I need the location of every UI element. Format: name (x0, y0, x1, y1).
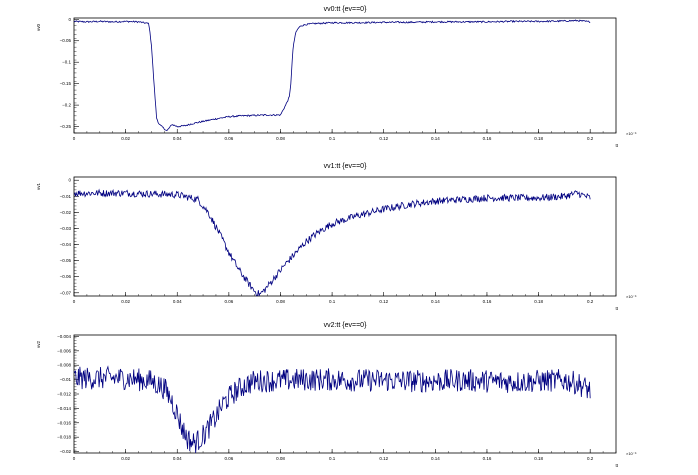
x-tick-label: 0.02 (121, 456, 130, 461)
x-tick-label: 0.12 (379, 299, 388, 304)
x-tick-label: 0.06 (224, 136, 233, 141)
x-tick-label: 0 (73, 299, 76, 304)
x-tick-label: 0.12 (379, 456, 388, 461)
y-tick-label: −0.004 (57, 334, 71, 339)
x-tick-label: 0.06 (224, 299, 233, 304)
x-exponent-label: ×10⁻⁶ (626, 131, 637, 136)
x-tick-label: 0.08 (276, 456, 285, 461)
x-tick-label: 0.2 (587, 456, 594, 461)
series-line-0 (73, 19, 591, 132)
y-tick-label: −0.02 (60, 449, 72, 454)
y-tick-label: −0.016 (57, 420, 71, 425)
x-tick-label: 0 (73, 456, 76, 461)
y-axis-label: vv0 (36, 24, 41, 32)
x-tick-label: 0.18 (534, 136, 543, 141)
plot-frame (73, 17, 617, 134)
plot-frame (73, 334, 617, 454)
y-tick-label: −0.2 (62, 103, 71, 108)
y-tick-label: −0.02 (60, 210, 72, 215)
x-axis-label: tt (615, 143, 618, 148)
x-tick-label: 0.08 (276, 136, 285, 141)
x-tick-label: 0.16 (483, 456, 492, 461)
y-axis-label: vv2 (36, 341, 41, 349)
x-tick-label: 0.1 (329, 136, 336, 141)
y-tick-label: 0 (68, 178, 71, 183)
x-tick-label: 0.14 (431, 299, 440, 304)
x-axis-label: tt (615, 306, 618, 311)
y-tick-label: −0.006 (57, 348, 71, 353)
x-tick-label: 0.18 (534, 456, 543, 461)
x-tick-label: 0.18 (534, 299, 543, 304)
chart-title: vv2:tt {ev==0} (324, 322, 367, 329)
y-tick-label: −0.05 (60, 258, 72, 263)
x-tick-label: 0.06 (224, 456, 233, 461)
y-tick-label: −0.012 (57, 392, 71, 397)
x-tick-label: 0.02 (121, 136, 130, 141)
y-tick-label: −0.04 (60, 242, 72, 247)
x-tick-label: 0.04 (173, 299, 182, 304)
x-tick-label: 0.16 (483, 136, 492, 141)
y-tick-label: −0.014 (57, 406, 71, 411)
chart-title: vv1:tt {ev==0} (324, 163, 367, 170)
y-tick-label: −0.018 (57, 435, 71, 440)
x-tick-label: 0.04 (173, 136, 182, 141)
x-tick-label: 0.1 (329, 456, 336, 461)
x-tick-label: 0.08 (276, 299, 285, 304)
x-tick-label: 0.1 (329, 299, 336, 304)
x-exponent-label: ×10⁻⁶ (626, 451, 637, 456)
x-tick-label: 0.16 (483, 299, 492, 304)
y-tick-label: −0.01 (60, 194, 72, 199)
y-tick-label: −0.15 (60, 81, 72, 86)
y-tick-label: −0.03 (60, 226, 72, 231)
x-tick-label: 0.14 (431, 136, 440, 141)
y-tick-label: −0.07 (60, 290, 72, 295)
x-axis-label: tt (615, 463, 618, 468)
y-tick-label: −0.05 (60, 38, 72, 43)
chart-panel-1: vv1:tt {ev==0} 0 0.02 0.04 0.06 0.08 0.1 0.12 0.… (36, 163, 637, 311)
x-tick-label: 0.2 (587, 136, 594, 141)
y-tick-label: −0.008 (57, 363, 71, 368)
x-tick-label: 0.12 (379, 136, 388, 141)
y-tick-label: −0.25 (60, 124, 72, 129)
x-tick-label: 0.02 (121, 299, 130, 304)
series-line-0 (73, 365, 591, 453)
chart-title: vv0:tt {ev==0} (324, 6, 367, 13)
y-tick-label: −0.01 (60, 377, 72, 382)
y-tick-label: −0.1 (62, 60, 71, 65)
y-axis-label: vv1 (36, 183, 41, 191)
chart-panel-0: vv0:tt {ev==0} 0 0.02 0.04 0.06 0.08 0.1 0.12 0.… (36, 6, 637, 148)
y-tick-label: 0 (68, 17, 71, 22)
x-exponent-label: ×10⁻⁶ (626, 294, 637, 299)
x-tick-label: 0 (73, 136, 76, 141)
x-tick-label: 0.2 (587, 299, 594, 304)
plot-frame (73, 176, 617, 297)
series-line-0 (73, 188, 591, 297)
chart-panel-2: vv2:tt {ev==0} 0 0.02 0.04 0.06 0.08 0.1 0.12 0.… (36, 322, 637, 468)
y-tick-label: −0.06 (60, 274, 72, 279)
x-tick-label: 0.04 (173, 456, 182, 461)
x-tick-label: 0.14 (431, 456, 440, 461)
